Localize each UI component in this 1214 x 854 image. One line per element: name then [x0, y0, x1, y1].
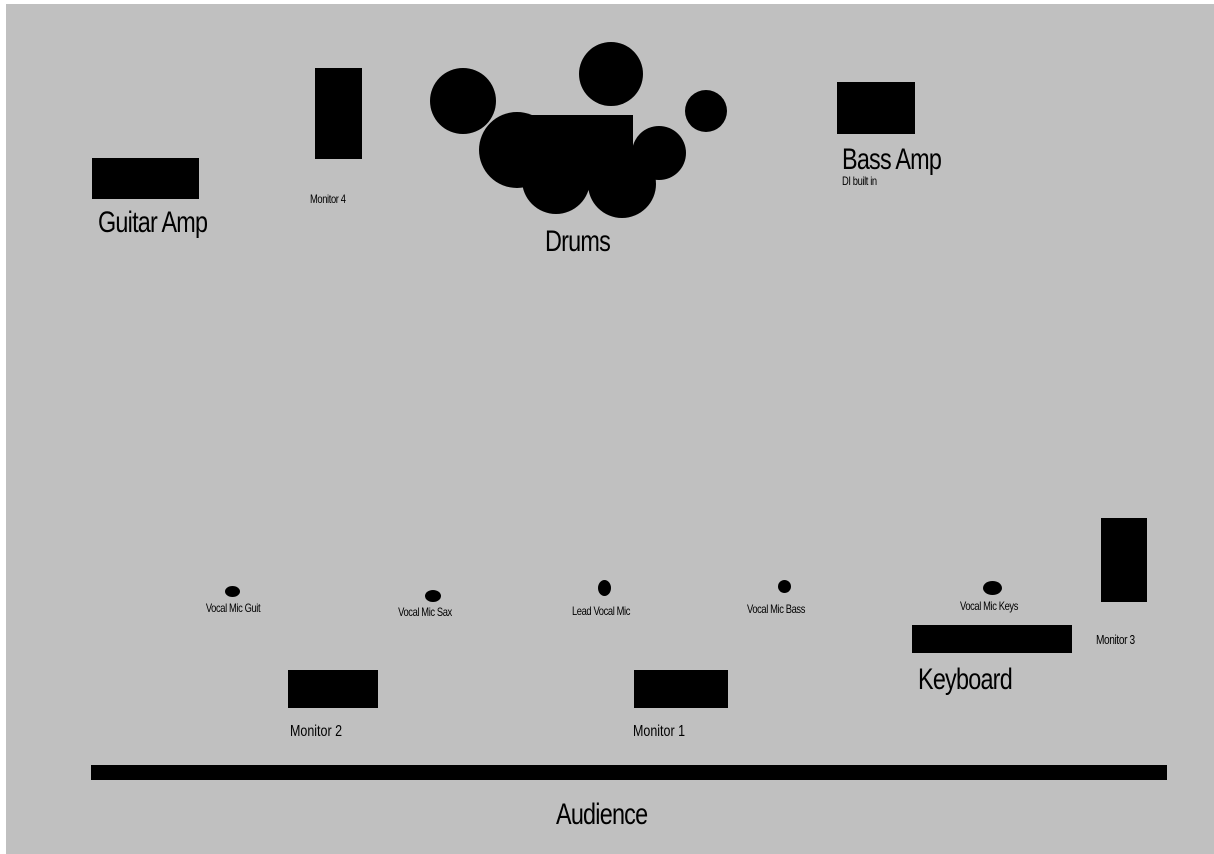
guitar-amp-block [92, 158, 199, 199]
mic-bass-label: Vocal Mic Bass [746, 602, 806, 616]
mic-guit-label: Vocal Mic Guit [205, 601, 261, 615]
mic-keys-label: Vocal Mic Keys [959, 599, 1019, 613]
monitor-1-block [634, 670, 728, 708]
mic-lead-label: Lead Vocal Mic [571, 604, 631, 618]
mic-sax-icon [425, 590, 441, 602]
monitor-2-block [288, 670, 378, 708]
guitar-amp-label: Guitar Amp [98, 206, 208, 239]
mic-sax-label: Vocal Mic Sax [398, 605, 452, 619]
drum-kick [530, 115, 633, 183]
audience-label: Audience [556, 798, 648, 831]
monitor-3-label: Monitor 3 [1096, 632, 1135, 647]
drum-cymbal-top [579, 42, 643, 106]
bass-amp-label: Bass Amp [842, 143, 942, 176]
monitor-2-label: Monitor 2 [290, 723, 343, 740]
mic-bass-icon [778, 580, 791, 593]
mic-guit-icon [225, 586, 240, 597]
monitor-4-block [315, 68, 362, 159]
mic-keys-icon [983, 581, 1002, 595]
bass-amp-block [837, 82, 915, 134]
drum-cymbal-left [430, 68, 496, 134]
drums-label: Drums [545, 225, 611, 258]
keyboard-block [912, 625, 1072, 653]
keyboard-label: Keyboard [918, 663, 1013, 696]
monitor-4-label: Monitor 4 [310, 192, 346, 206]
drum-cymbal-right [685, 90, 727, 132]
bass-amp-di-note: DI built in [842, 174, 877, 188]
mic-lead-icon [598, 580, 611, 596]
monitor-3-block [1101, 518, 1147, 602]
monitor-1-label: Monitor 1 [633, 723, 686, 740]
stage-front-edge [91, 765, 1167, 780]
